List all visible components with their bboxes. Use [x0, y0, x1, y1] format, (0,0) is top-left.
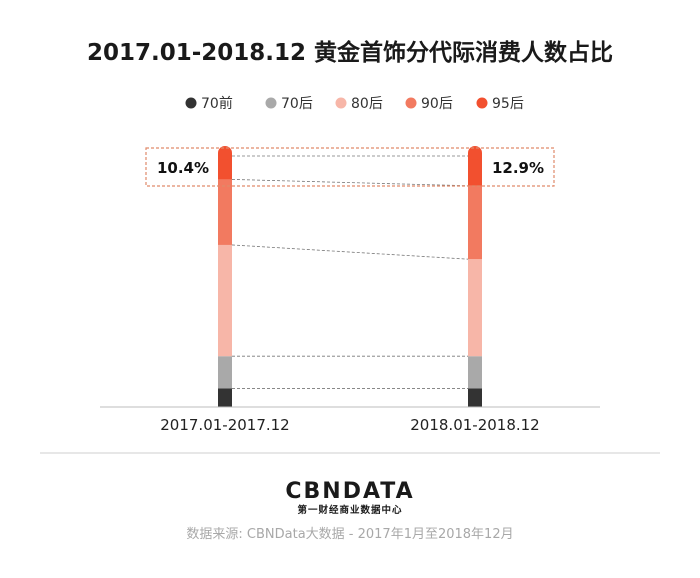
source-note: 数据来源: CBNData大数据 - 2017年1月至2018年12月 — [186, 527, 513, 542]
connector-3 — [231, 179, 469, 187]
category-label-0: 2017.01-2017.12 — [160, 416, 289, 434]
legend-marker-1 — [265, 97, 277, 109]
data-label-1: 12.9% — [492, 159, 544, 177]
bar-segment-1-1 — [468, 356, 482, 389]
bar-segment-1-3 — [468, 185, 482, 260]
category-labels: 2017.01-2017.12 2018.01-2018.12 — [160, 416, 539, 434]
bar-segment-0-3 — [218, 179, 232, 245]
bar-segment-0-2 — [218, 244, 232, 357]
brand-logo-subtitle: 第一财经商业数据中心 — [297, 504, 402, 516]
legend-label-0: 70前 — [201, 95, 233, 112]
category-label-1: 2018.01-2018.12 — [410, 416, 539, 434]
legend-marker-4 — [476, 97, 488, 109]
bar-segment-0-1 — [218, 356, 232, 389]
legend-marker-3 — [405, 97, 417, 109]
chart-title: 2017.01-2018.12 黄金首饰分代际消费人数占比 — [87, 39, 613, 66]
legend-label-2: 80后 — [351, 96, 383, 112]
highlight-box — [145, 147, 555, 187]
bar-segment-1-0 — [468, 388, 482, 407]
bar-segment-0-0 — [218, 388, 232, 407]
bar-segment-1-4 — [468, 153, 482, 186]
bar-segment-0-4 — [218, 153, 232, 180]
brand-logo: CBNDATA — [285, 479, 414, 504]
bars: 10.4% 12.9% — [145, 146, 555, 407]
connector-2 — [231, 244, 469, 260]
data-label-0: 10.4% — [157, 159, 209, 177]
legend-label-3: 90后 — [421, 96, 453, 112]
legend-label-4: 95后 — [492, 96, 524, 112]
bar-segment-1-2 — [468, 259, 482, 357]
legend: 70前 70后 80后 90后 95后 — [185, 95, 524, 112]
legend-marker-2 — [335, 97, 347, 109]
bar-cap-top-0 — [218, 146, 232, 160]
legend-label-1: 70后 — [281, 96, 313, 112]
bar-cap-top-1 — [468, 146, 482, 160]
legend-marker-0 — [185, 97, 197, 109]
